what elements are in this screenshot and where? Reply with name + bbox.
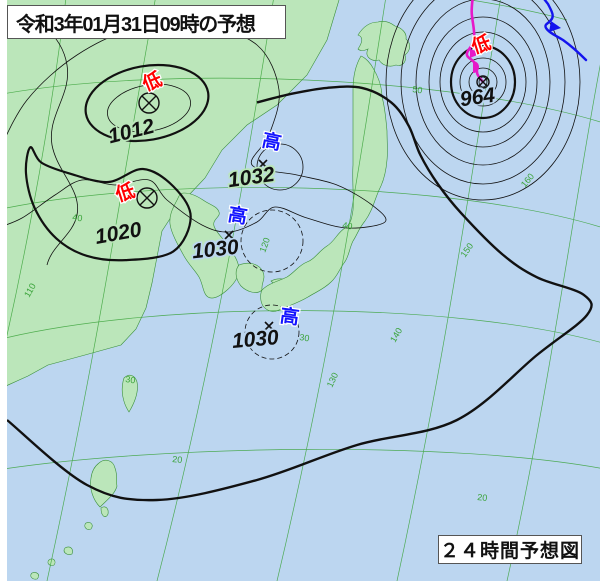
svg-text:30: 30 (125, 374, 136, 385)
svg-text:30: 30 (299, 332, 310, 343)
svg-text:50: 50 (412, 84, 423, 95)
svg-text:40: 40 (72, 212, 83, 223)
svg-text:20: 20 (172, 454, 183, 465)
svg-text:40: 40 (342, 220, 353, 231)
svg-text:20: 20 (477, 492, 488, 503)
